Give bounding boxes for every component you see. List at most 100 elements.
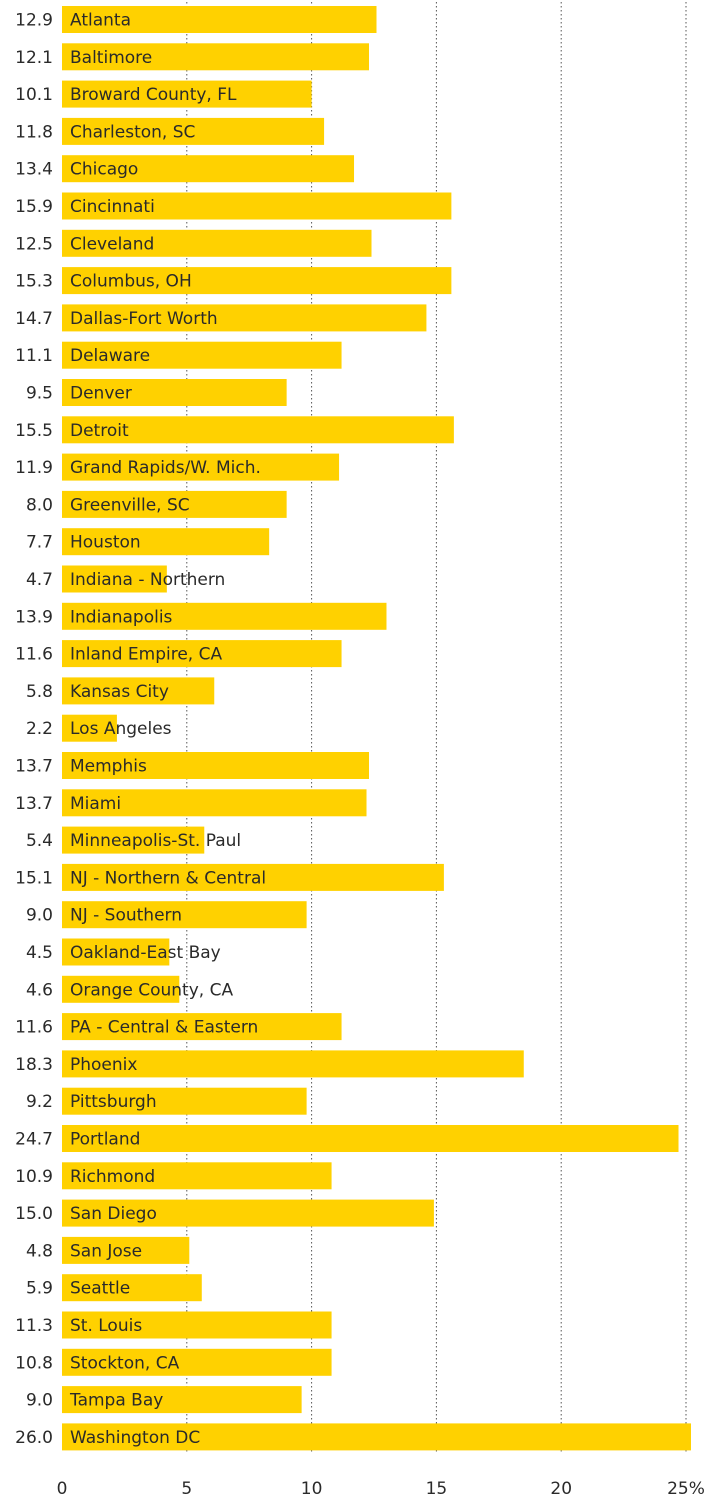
category-label: St. Louis — [70, 1316, 142, 1336]
bar — [62, 453, 340, 481]
bar — [62, 789, 367, 817]
category-label: Inland Empire, CA — [70, 645, 222, 665]
bar — [62, 1274, 202, 1302]
bar — [62, 752, 370, 779]
value-label: 15.0 — [15, 1204, 53, 1224]
category-label: Pittsburgh — [70, 1092, 157, 1112]
category-label: San Diego — [70, 1204, 157, 1224]
category-label: Orange County, CA — [70, 980, 233, 1000]
bar — [62, 714, 117, 742]
value-label: 2.2 — [26, 719, 53, 739]
category-label: Richmond — [70, 1167, 155, 1187]
bar — [62, 1162, 332, 1190]
value-label: 15.5 — [15, 421, 53, 441]
bar — [62, 229, 372, 257]
category-label: Baltimore — [70, 48, 152, 68]
value-label: 4.5 — [26, 943, 53, 963]
category-label: Cincinnati — [70, 197, 155, 217]
category-label: San Jose — [70, 1241, 142, 1261]
bar — [62, 1199, 434, 1227]
value-label: 12.1 — [15, 48, 53, 68]
bar — [62, 863, 444, 891]
value-label: 11.6 — [15, 645, 53, 665]
bar — [62, 1423, 691, 1451]
value-label: 4.7 — [26, 570, 53, 590]
category-label: Columbus, OH — [70, 272, 192, 292]
value-label: 13.7 — [15, 794, 53, 814]
bar — [62, 565, 167, 593]
value-label: 8.0 — [26, 495, 53, 515]
value-label: 9.2 — [26, 1092, 53, 1112]
category-label: Tampa Bay — [69, 1391, 163, 1411]
category-label: Broward County, FL — [70, 85, 237, 105]
bar — [62, 6, 377, 33]
category-label: Oakland-East Bay — [70, 943, 221, 963]
value-label: 11.8 — [15, 122, 53, 142]
x-tick-label: 15 — [426, 1479, 448, 1497]
bar — [62, 379, 287, 406]
bar — [62, 1311, 332, 1339]
category-label: Los Angeles — [70, 719, 172, 739]
category-label: Minneapolis-St. Paul — [70, 831, 241, 851]
category-label: PA - Central & Eastern — [70, 1018, 258, 1038]
category-label: Atlanta — [70, 11, 131, 31]
value-label: 24.7 — [15, 1130, 53, 1150]
value-label: 26.0 — [15, 1428, 53, 1448]
bars-group — [62, 6, 691, 1451]
value-label: 11.6 — [15, 1018, 53, 1038]
labels-group: 12.9 Atlanta 12.1 Baltimore 10.1 Broward Coun… — [15, 11, 266, 1448]
value-label: 5.4 — [26, 831, 53, 851]
bar — [62, 43, 370, 71]
x-axis-ticks: 0 5 10 15 20 25% — [57, 1479, 705, 1497]
bar — [62, 192, 452, 220]
value-label: 11.3 — [15, 1316, 53, 1336]
value-label: 10.9 — [15, 1167, 53, 1187]
bar — [62, 490, 287, 518]
x-tick-label: 5 — [181, 1479, 192, 1497]
category-label: Houston — [70, 533, 141, 553]
value-label: 13.7 — [15, 757, 53, 777]
category-label: Grand Rapids/W. Mich. — [70, 458, 261, 478]
value-label: 15.1 — [15, 868, 53, 888]
category-label: NJ - Southern — [70, 906, 182, 926]
x-tick-label: 20 — [550, 1479, 572, 1497]
value-label: 9.5 — [26, 384, 53, 404]
value-label: 5.8 — [26, 682, 53, 702]
value-label: 15.9 — [15, 197, 53, 217]
category-label: Stockton, CA — [70, 1353, 180, 1373]
bar — [62, 1236, 190, 1264]
bar — [62, 117, 325, 145]
bar — [62, 80, 312, 108]
bar — [62, 1386, 302, 1414]
value-label: 14.7 — [15, 309, 53, 329]
bar — [62, 1125, 679, 1152]
bar — [62, 267, 452, 295]
value-label: 11.1 — [15, 346, 53, 366]
value-label: 11.9 — [15, 458, 53, 478]
value-label: 7.7 — [26, 533, 53, 553]
value-label: 4.6 — [26, 980, 53, 1000]
category-label: Cleveland — [70, 234, 154, 254]
grid-lines — [186, 2, 687, 1453]
value-label: 15.3 — [15, 272, 53, 292]
category-label: Seattle — [70, 1279, 130, 1299]
value-label: 4.8 — [26, 1241, 53, 1261]
bar — [62, 901, 307, 929]
bar — [62, 1050, 524, 1078]
bar — [62, 602, 387, 630]
value-label: 12.5 — [15, 234, 53, 254]
value-label: 18.3 — [15, 1055, 53, 1075]
category-label: NJ - Northern & Central — [70, 868, 266, 888]
value-label: 13.4 — [15, 160, 53, 180]
value-label: 12.9 — [15, 11, 53, 31]
category-label: Charleston, SC — [70, 122, 195, 142]
bar — [62, 826, 205, 854]
category-label: Memphis — [70, 757, 147, 777]
bar — [62, 640, 342, 668]
bar — [62, 528, 270, 556]
bar — [62, 155, 355, 183]
bar — [62, 1348, 332, 1376]
category-label: Chicago — [70, 160, 138, 180]
value-label: 9.0 — [26, 1391, 53, 1411]
